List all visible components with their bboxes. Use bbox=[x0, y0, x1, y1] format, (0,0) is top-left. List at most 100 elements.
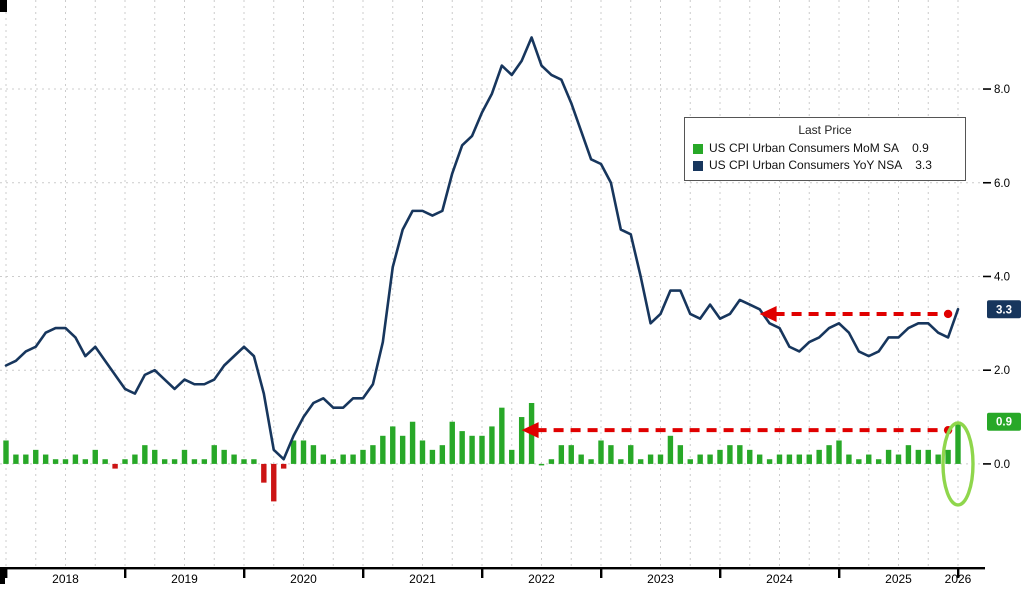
mom-bar bbox=[271, 463, 277, 502]
x-axis-tick bbox=[243, 567, 246, 578]
legend-items: US CPI Urban Consumers MoM SA 0.9 US CPI U… bbox=[693, 140, 957, 174]
mom-bar bbox=[409, 421, 416, 464]
mom-bar bbox=[747, 449, 753, 464]
mom-bar bbox=[499, 407, 505, 464]
x-axis-year-label: 2020 bbox=[290, 572, 317, 586]
mom-bar bbox=[756, 454, 763, 464]
mom-bar bbox=[568, 445, 574, 464]
x-axis-year-label: 2018 bbox=[52, 572, 79, 586]
legend-swatch-icon bbox=[693, 143, 703, 154]
mom-bar bbox=[945, 449, 951, 464]
mom-bar bbox=[518, 417, 525, 464]
mom-bar bbox=[657, 454, 664, 464]
x-axis-year-label: 2023 bbox=[647, 572, 674, 586]
last-price-badge bbox=[987, 300, 1021, 319]
mom-bar bbox=[895, 454, 902, 464]
x-axis-tick bbox=[838, 567, 841, 578]
legend-item-1: US CPI Urban Consumers YoY NSA 3.3 bbox=[693, 157, 957, 174]
mom-bar bbox=[23, 454, 29, 464]
callout-arrow-origin-dot bbox=[943, 309, 953, 319]
legend-value: 0.9 bbox=[912, 141, 929, 155]
mom-bar bbox=[796, 454, 803, 464]
mom-bar bbox=[52, 459, 59, 464]
mom-bar bbox=[618, 459, 624, 464]
mom-bar bbox=[846, 454, 852, 464]
mom-bar bbox=[875, 459, 882, 464]
mom-bar bbox=[737, 445, 743, 464]
mom-bar bbox=[62, 459, 69, 464]
legend-title: Last Price bbox=[798, 123, 852, 137]
mom-bar bbox=[82, 459, 89, 464]
mom-bar bbox=[866, 454, 872, 464]
y-axis-tick-label: 6.0 bbox=[994, 178, 1010, 190]
mom-bar bbox=[92, 449, 98, 464]
y-axis-tick-label: 0.0 bbox=[994, 459, 1010, 471]
mom-bar bbox=[42, 454, 49, 464]
last-price-badge bbox=[987, 412, 1021, 431]
mom-bar bbox=[201, 459, 208, 464]
mom-bar bbox=[826, 445, 832, 464]
legend-value: 3.3 bbox=[915, 158, 932, 172]
x-axis-year-label: 2022 bbox=[528, 572, 555, 586]
callout-arrow-head-icon bbox=[759, 305, 777, 322]
mom-bar bbox=[915, 449, 922, 464]
mom-bar bbox=[449, 421, 455, 464]
mom-bar bbox=[588, 459, 594, 464]
mom-bar bbox=[33, 449, 39, 464]
mom-bar bbox=[687, 459, 693, 464]
mom-bar bbox=[707, 454, 713, 464]
mom-bar bbox=[647, 454, 654, 464]
x-axis-line bbox=[0, 567, 985, 570]
x-axis-tick bbox=[600, 567, 603, 578]
mom-bar bbox=[390, 426, 396, 464]
y-axis-tick-label: 4.0 bbox=[994, 271, 1010, 283]
legend-label: US CPI Urban Consumers MoM SA bbox=[709, 141, 900, 155]
mom-bar bbox=[171, 459, 178, 464]
last-price-badge-label: 3.3 bbox=[996, 304, 1012, 316]
x-axis-tick bbox=[362, 567, 365, 578]
mom-bar bbox=[677, 445, 684, 464]
mom-bar bbox=[310, 445, 317, 464]
x-axis-year-label: 2019 bbox=[171, 572, 198, 586]
mom-bar bbox=[419, 440, 426, 464]
mom-bar bbox=[181, 449, 188, 464]
mom-bar bbox=[13, 454, 19, 464]
mom-bar bbox=[598, 440, 604, 464]
mom-bar bbox=[360, 449, 366, 464]
x-axis-tick bbox=[957, 567, 960, 578]
mom-bar bbox=[905, 445, 912, 464]
mom-bar bbox=[885, 449, 892, 464]
x-axis-tick bbox=[124, 567, 127, 578]
mom-bar bbox=[836, 440, 842, 464]
x-axis-year-label: 2026 bbox=[945, 572, 972, 586]
yoy-line bbox=[4, 36, 960, 461]
x-axis-tick bbox=[719, 567, 722, 578]
mom-bar bbox=[766, 459, 773, 464]
mom-bar bbox=[72, 454, 79, 464]
mom-bar bbox=[320, 454, 327, 464]
cropped-edge-artifact-bottom bbox=[0, 569, 5, 584]
legend-swatch-icon bbox=[693, 160, 703, 171]
mom-bar bbox=[3, 440, 9, 464]
mom-bar bbox=[380, 435, 386, 464]
mom-bar bbox=[459, 431, 465, 464]
mom-bar bbox=[290, 440, 297, 464]
mom-bar bbox=[538, 463, 545, 466]
mom-bar bbox=[558, 445, 565, 464]
mom-bar bbox=[211, 445, 217, 464]
mom-bar bbox=[191, 459, 198, 464]
mom-bar bbox=[816, 449, 822, 464]
mom-bar bbox=[370, 445, 376, 464]
mom-bar bbox=[786, 454, 793, 464]
mom-bar bbox=[509, 449, 515, 464]
x-axis-year-label: 2025 bbox=[885, 572, 912, 586]
mom-bar bbox=[280, 463, 287, 469]
mom-bar bbox=[122, 459, 128, 464]
mom-bar bbox=[608, 445, 614, 464]
x-axis-tick bbox=[5, 567, 8, 578]
mom-bar bbox=[300, 440, 307, 464]
mom-bar bbox=[350, 454, 356, 464]
mom-bar bbox=[330, 459, 336, 464]
